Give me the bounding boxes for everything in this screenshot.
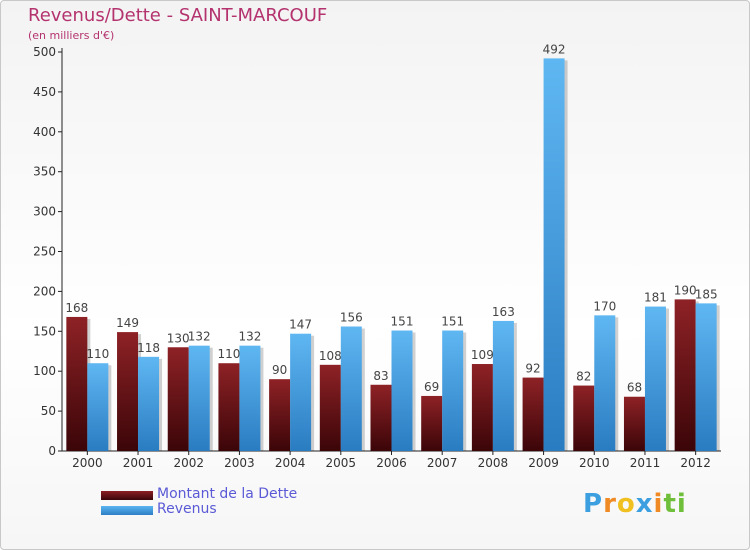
- x-tick-label: 2007: [427, 456, 458, 470]
- logo-letter: x: [635, 489, 654, 519]
- logo-letter: r: [603, 489, 617, 519]
- bar-revenus-2007: [442, 330, 464, 451]
- x-tick-label: 2000: [72, 456, 103, 470]
- x-tick-label: 2010: [579, 456, 610, 470]
- bar-dette-2002: [167, 347, 189, 451]
- data-label-revenus-2012: 185: [695, 287, 718, 301]
- x-tick-label: 2009: [528, 456, 559, 470]
- bar-dette-2011: [623, 396, 645, 451]
- data-label-dette-2010: 82: [576, 370, 591, 384]
- bar-dette-2000: [66, 316, 88, 451]
- data-label-dette-2008: 109: [471, 348, 494, 362]
- bar-revenus-2009: [543, 58, 565, 451]
- bar-revenus-2011: [644, 306, 666, 451]
- bar-dette-2001: [117, 332, 139, 451]
- bar-dette-2004: [269, 379, 291, 451]
- x-tick-label: 2004: [275, 456, 306, 470]
- data-label-dette-2012: 190: [674, 283, 697, 297]
- y-tick-label: 150: [33, 324, 56, 338]
- data-label-revenus-2003: 132: [238, 330, 261, 344]
- y-tick-label: 500: [33, 45, 56, 59]
- bar-revenus-2003: [239, 345, 261, 451]
- chart-subtitle: (en milliers d'€): [28, 29, 115, 42]
- bar-revenus-2001: [138, 356, 160, 451]
- y-tick-label: 50: [41, 404, 56, 418]
- logo-letter: i: [653, 489, 664, 519]
- bar-dette-2012: [674, 299, 696, 451]
- data-label-dette-2003: 110: [217, 347, 240, 361]
- data-label-revenus-2001: 118: [137, 341, 160, 355]
- data-label-revenus-2011: 181: [644, 291, 667, 305]
- data-label-revenus-2009: 492: [543, 42, 566, 56]
- data-label-revenus-2010: 170: [593, 299, 616, 313]
- x-tick-label: 2005: [326, 456, 357, 470]
- data-label-dette-2000: 168: [65, 301, 88, 315]
- x-tick-label: 2011: [630, 456, 661, 470]
- data-label-revenus-2002: 132: [188, 330, 211, 344]
- bar-dette-2003: [218, 363, 240, 451]
- bar-dette-2005: [319, 364, 341, 451]
- legend-label-dette: Montant de la Dette: [157, 486, 298, 502]
- legend-swatch-dette: [101, 491, 153, 500]
- data-label-dette-2001: 149: [116, 316, 139, 330]
- legend-swatch-revenus: [101, 506, 153, 515]
- y-tick-label: 350: [33, 165, 56, 179]
- y-tick-label: 300: [33, 205, 56, 219]
- data-label-revenus-2008: 163: [492, 305, 515, 319]
- data-label-dette-2004: 90: [272, 363, 287, 377]
- data-label-revenus-2005: 156: [340, 311, 363, 325]
- bar-dette-2008: [471, 364, 493, 451]
- x-tick-label: 2001: [123, 456, 154, 470]
- bar-dette-2010: [573, 385, 595, 451]
- x-tick-label: 2006: [376, 456, 407, 470]
- y-tick-label: 100: [33, 364, 56, 378]
- data-label-revenus-2006: 151: [391, 315, 414, 329]
- y-tick-label: 450: [33, 85, 56, 99]
- data-label-dette-2007: 69: [424, 380, 439, 394]
- bar-revenus-2012: [695, 303, 717, 451]
- data-label-revenus-2007: 151: [441, 315, 464, 329]
- data-label-revenus-2000: 110: [86, 347, 109, 361]
- y-tick-label: 400: [33, 125, 56, 139]
- logo-letter: t: [663, 489, 677, 519]
- data-label-dette-2009: 92: [525, 362, 540, 376]
- bar-revenus-2008: [492, 320, 514, 451]
- bar-revenus-2002: [188, 345, 210, 451]
- bar-revenus-2010: [594, 315, 616, 451]
- data-label-revenus-2004: 147: [289, 318, 312, 332]
- x-tick-label: 2012: [680, 456, 711, 470]
- data-label-dette-2002: 130: [167, 331, 190, 345]
- logo-letter: o: [616, 489, 636, 519]
- y-tick-label: 0: [48, 444, 56, 458]
- bar-revenus-2006: [391, 330, 413, 451]
- data-label-dette-2005: 108: [319, 349, 342, 363]
- bar-revenus-2000: [87, 363, 109, 451]
- data-label-dette-2011: 68: [627, 381, 642, 395]
- x-tick-label: 2002: [173, 456, 204, 470]
- bar-dette-2009: [522, 377, 544, 451]
- bar-dette-2007: [421, 395, 443, 451]
- legend-label-revenus: Revenus: [157, 501, 217, 517]
- logo-letter: i: [676, 489, 687, 519]
- y-tick-label: 200: [33, 284, 56, 298]
- bar-revenus-2004: [290, 333, 312, 451]
- x-tick-label: 2003: [224, 456, 255, 470]
- logo-letter: P: [583, 489, 604, 519]
- x-tick-label: 2008: [478, 456, 509, 470]
- proxiti-logo: Proxiti: [583, 489, 687, 519]
- bar-dette-2006: [370, 384, 392, 451]
- bar-revenus-2005: [340, 326, 362, 451]
- data-label-dette-2006: 83: [373, 369, 388, 383]
- chart-title: Revenus/Dette - SAINT-MARCOUF: [28, 5, 328, 26]
- y-tick-label: 250: [33, 245, 56, 259]
